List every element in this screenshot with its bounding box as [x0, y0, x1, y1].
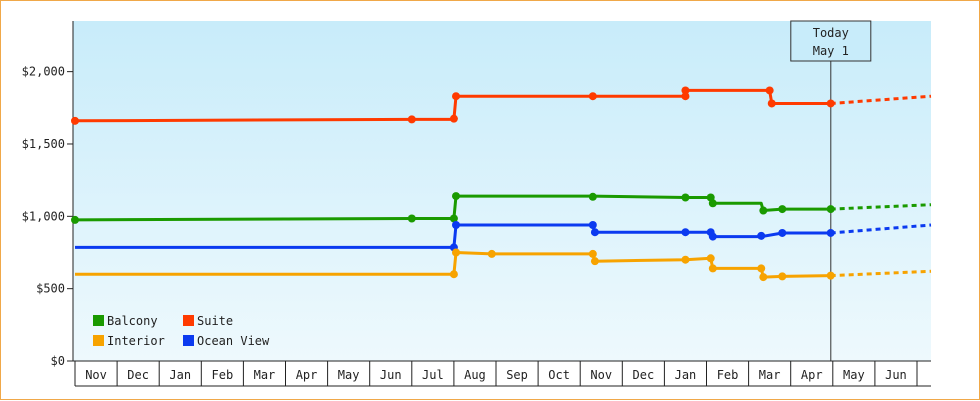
month-label: Jun — [380, 368, 402, 382]
data-point — [757, 264, 766, 273]
data-point — [826, 99, 835, 108]
data-point — [407, 214, 416, 223]
data-point — [757, 231, 766, 240]
month-label: May — [843, 368, 865, 382]
data-point — [681, 193, 690, 202]
data-point — [681, 255, 690, 264]
series-projection — [830, 269, 932, 278]
data-point — [452, 92, 461, 101]
data-point — [778, 228, 787, 237]
month-label: Feb — [212, 368, 234, 382]
data-point — [765, 86, 774, 95]
data-point — [826, 271, 835, 280]
data-point — [71, 215, 79, 224]
series-projection — [830, 223, 932, 235]
month-label: Dec — [127, 368, 149, 382]
data-point — [452, 192, 461, 201]
today-label: Today — [813, 26, 849, 40]
data-point — [407, 115, 416, 124]
data-point — [588, 192, 597, 201]
data-point — [706, 254, 715, 263]
series-markers — [71, 86, 835, 282]
month-label: Apr — [296, 368, 318, 382]
month-label: Nov — [85, 368, 107, 382]
data-point — [71, 116, 79, 125]
legend-swatch — [183, 315, 194, 326]
data-point — [778, 205, 787, 214]
legend-swatch — [183, 335, 194, 346]
legend-label: Balcony — [107, 314, 158, 328]
month-label: Feb — [717, 368, 739, 382]
month-label: Dec — [633, 368, 655, 382]
month-label: Nov — [590, 368, 612, 382]
y-tick-label: $1,500 — [22, 137, 65, 151]
y-tick-label: $1,000 — [22, 209, 65, 223]
data-point — [590, 257, 599, 266]
month-label: Jul — [422, 368, 444, 382]
data-point — [588, 249, 597, 258]
data-point — [588, 221, 597, 229]
x-axis: Nov Dec Jan Feb Mar Apr May Jun Jul Aug Sep Oct Nov D… — [73, 360, 931, 387]
data-point — [778, 272, 787, 281]
month-label: Jun — [885, 368, 907, 382]
month-label: Mar — [759, 368, 781, 382]
data-point — [449, 114, 458, 123]
series-projection — [830, 203, 932, 211]
legend: Balcony Suite Interior Ocean View — [93, 314, 270, 348]
data-point — [759, 273, 768, 282]
data-point — [452, 221, 461, 229]
month-label: Aug — [464, 368, 486, 382]
month-label: Sep — [506, 368, 528, 382]
data-point — [449, 270, 458, 279]
data-point — [590, 228, 599, 237]
legend-swatch — [93, 315, 104, 326]
data-point — [681, 86, 690, 95]
data-point — [767, 99, 776, 108]
data-point — [588, 92, 597, 101]
plot-background — [73, 21, 931, 361]
data-point — [708, 232, 717, 241]
data-point — [826, 205, 835, 214]
y-axis: $0 $500 $1,000 $1,500 $2,000 — [22, 21, 74, 368]
legend-label: Ocean View — [197, 334, 270, 348]
data-point — [826, 228, 835, 237]
data-point — [681, 228, 690, 237]
month-label: Jan — [675, 368, 697, 382]
data-point — [452, 248, 461, 257]
legend-swatch — [93, 335, 104, 346]
month-label: Jan — [169, 368, 191, 382]
data-point — [708, 264, 717, 273]
y-tick-label: $500 — [36, 282, 65, 296]
month-label: May — [338, 368, 360, 382]
series-line — [74, 88, 831, 123]
data-point — [759, 206, 768, 215]
legend-label: Interior — [107, 334, 165, 348]
month-label: Apr — [801, 368, 823, 382]
legend-label: Suite — [197, 314, 233, 328]
today-date: May 1 — [813, 44, 849, 58]
today-box — [790, 20, 872, 62]
data-point — [708, 199, 717, 208]
data-point — [487, 249, 496, 258]
data-point — [449, 214, 458, 223]
data-point — [681, 92, 690, 101]
y-tick-label: $2,000 — [22, 65, 65, 79]
y-tick-label: $0 — [51, 354, 65, 368]
series-projection — [830, 94, 932, 105]
month-label: Oct — [548, 368, 570, 382]
month-label: Mar — [254, 368, 276, 382]
